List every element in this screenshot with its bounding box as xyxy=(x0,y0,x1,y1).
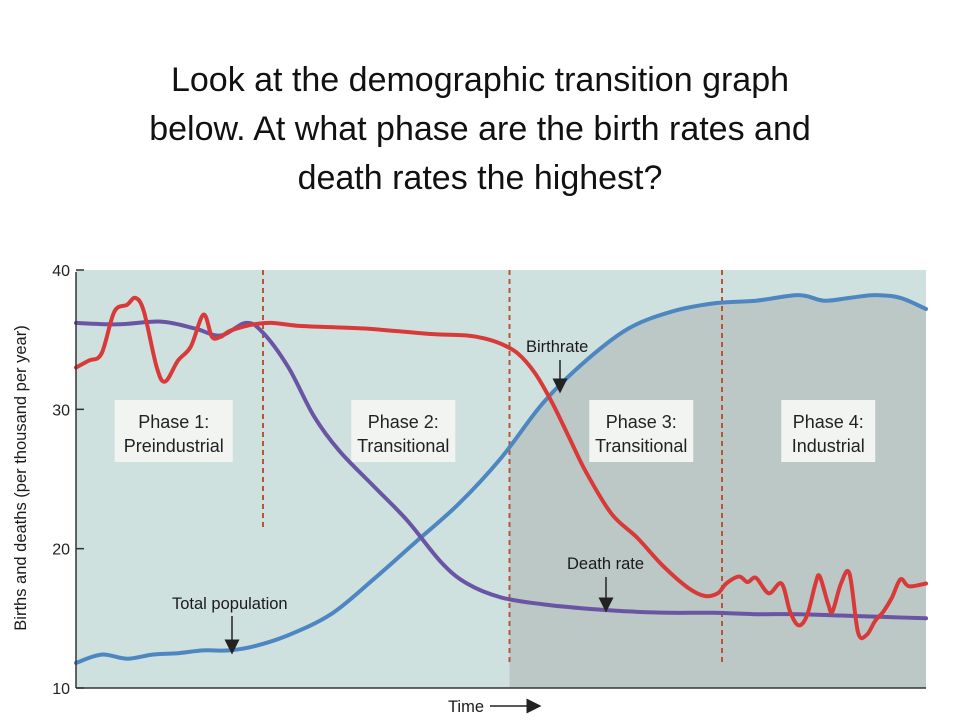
phase-label-1: Phase 1: Preindustrial xyxy=(114,400,233,462)
x-axis-label: Time xyxy=(448,698,484,716)
phase-label-4: Phase 4: Industrial xyxy=(781,400,876,462)
death-rate-annotation: Death rate xyxy=(567,555,644,573)
y-tick-label: 10 xyxy=(52,681,70,698)
phase-title: Phase 1: xyxy=(138,412,209,432)
total-population-annotation: Total population xyxy=(172,595,288,613)
total-population-line xyxy=(74,293,928,665)
phase-subtitle: Transitional xyxy=(357,436,449,456)
phase-subtitle: Preindustrial xyxy=(124,436,224,456)
birthrate-line xyxy=(74,295,928,641)
phase-label-box xyxy=(114,400,233,462)
question-line-2: below. At what phase are the birth rates… xyxy=(149,110,811,148)
phase-label-box xyxy=(351,400,456,462)
question-line-1: Look at the demographic transition graph xyxy=(170,61,790,99)
y-tick-label: 20 xyxy=(52,542,70,559)
phase-label-box xyxy=(781,400,876,462)
y-axis-label: Births and deaths (per thousand per year… xyxy=(12,325,30,630)
demographic-transition-chart: Phase 1: Preindustrial Phase 2: Transitiona… xyxy=(12,263,928,716)
question-line-3: death rates the highest? xyxy=(297,159,663,197)
phase-label-2: Phase 2: Transitional xyxy=(351,400,456,462)
phase-label-3: Phase 3: Transitional xyxy=(589,400,694,462)
phase-title: Phase 3: xyxy=(606,412,677,432)
phase-subtitle: Industrial xyxy=(792,436,865,456)
y-tick-label: 40 xyxy=(52,263,70,280)
phase-subtitle: Transitional xyxy=(595,436,687,456)
shaded-area xyxy=(509,295,926,688)
phase-label-box xyxy=(589,400,694,462)
birthrate-annotation: Birthrate xyxy=(526,338,588,356)
y-tick-label: 30 xyxy=(52,402,70,419)
question-text: Look at the demographic transition graph… xyxy=(30,56,930,203)
phase-title: Phase 4: xyxy=(793,412,864,432)
phase-title: Phase 2: xyxy=(368,412,439,432)
